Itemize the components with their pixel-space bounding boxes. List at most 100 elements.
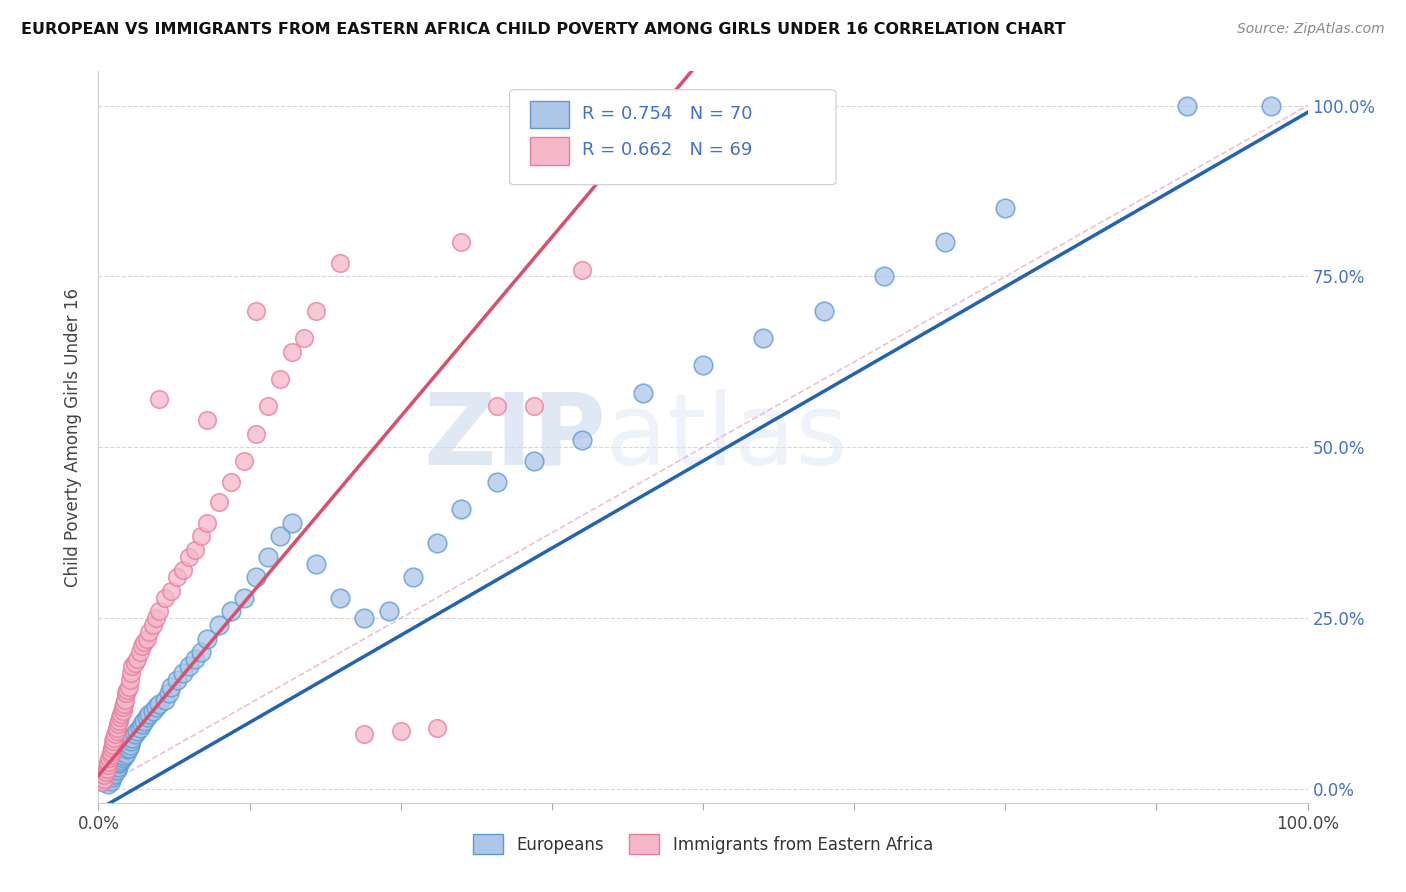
Point: [232, 591, 254, 605]
Point: [329, 256, 352, 270]
Text: ZIP: ZIP: [423, 389, 606, 485]
Point: [111, 747, 134, 762]
Point: [118, 738, 141, 752]
Text: atlas: atlas: [606, 389, 848, 485]
Point: [97, 758, 120, 772]
Point: [142, 704, 165, 718]
Point: [100, 745, 122, 759]
Point: [138, 624, 160, 639]
Point: [184, 652, 207, 666]
Point: [232, 454, 254, 468]
Point: [114, 745, 136, 759]
Point: [486, 475, 509, 489]
Point: [153, 591, 176, 605]
Point: [100, 768, 122, 782]
Point: [108, 714, 131, 728]
Point: [100, 741, 122, 756]
Point: [172, 563, 194, 577]
Point: [179, 549, 201, 564]
Point: [148, 604, 170, 618]
Point: [118, 741, 141, 756]
Point: [97, 755, 120, 769]
Point: [94, 765, 117, 780]
Point: [135, 710, 157, 724]
Point: [353, 611, 375, 625]
Point: [148, 392, 170, 407]
Point: [426, 536, 449, 550]
Point: [103, 767, 125, 781]
Y-axis label: Child Poverty Among Girls Under 16: Child Poverty Among Girls Under 16: [65, 287, 83, 587]
Point: [100, 747, 122, 762]
Point: [114, 693, 136, 707]
FancyBboxPatch shape: [509, 90, 837, 185]
Point: [131, 639, 153, 653]
Point: [245, 426, 267, 441]
Point: [1260, 98, 1282, 112]
Point: [145, 700, 167, 714]
Point: [97, 777, 120, 791]
Point: [166, 673, 188, 687]
Point: [105, 758, 128, 772]
Point: [190, 529, 212, 543]
Point: [184, 542, 207, 557]
FancyBboxPatch shape: [530, 101, 569, 128]
Point: [245, 570, 267, 584]
Point: [100, 773, 122, 788]
Point: [523, 454, 546, 468]
Point: [486, 400, 509, 414]
Point: [166, 570, 188, 584]
Point: [305, 557, 328, 571]
Point: [523, 400, 546, 414]
Point: [221, 475, 243, 489]
Point: [101, 738, 124, 752]
Legend: Europeans, Immigrants from Eastern Africa: Europeans, Immigrants from Eastern Afric…: [467, 828, 939, 860]
Point: [134, 714, 156, 728]
Point: [117, 742, 139, 756]
Point: [329, 591, 352, 605]
Point: [148, 697, 170, 711]
Point: [138, 706, 160, 721]
Point: [108, 710, 131, 724]
Point: [108, 755, 131, 769]
Text: EUROPEAN VS IMMIGRANTS FROM EASTERN AFRICA CHILD POVERTY AMONG GIRLS UNDER 16 CO: EUROPEAN VS IMMIGRANTS FROM EASTERN AFRI…: [21, 22, 1066, 37]
Point: [994, 201, 1017, 215]
Point: [281, 516, 304, 530]
Point: [117, 683, 139, 698]
Point: [105, 763, 128, 777]
Point: [124, 727, 146, 741]
Point: [118, 673, 141, 687]
Point: [100, 770, 122, 784]
Point: [160, 583, 183, 598]
Point: [115, 747, 138, 761]
Point: [96, 762, 118, 776]
Point: [96, 772, 118, 786]
Point: [111, 700, 134, 714]
Point: [101, 765, 124, 780]
Point: [179, 659, 201, 673]
Point: [245, 303, 267, 318]
Point: [256, 549, 278, 564]
Point: [208, 618, 231, 632]
Point: [145, 611, 167, 625]
Point: [292, 331, 315, 345]
Point: [571, 434, 593, 448]
Point: [450, 235, 472, 250]
Point: [93, 772, 115, 786]
Point: [93, 775, 115, 789]
Point: [269, 529, 291, 543]
Point: [112, 749, 135, 764]
Point: [131, 717, 153, 731]
Point: [127, 724, 149, 739]
Point: [631, 385, 654, 400]
Point: [118, 680, 141, 694]
Point: [107, 717, 129, 731]
Point: [389, 724, 412, 739]
Point: [195, 632, 218, 646]
Point: [157, 686, 180, 700]
Point: [108, 756, 131, 771]
Point: [305, 303, 328, 318]
Point: [127, 652, 149, 666]
Point: [104, 762, 127, 776]
Point: [934, 235, 956, 250]
Point: [110, 706, 132, 721]
